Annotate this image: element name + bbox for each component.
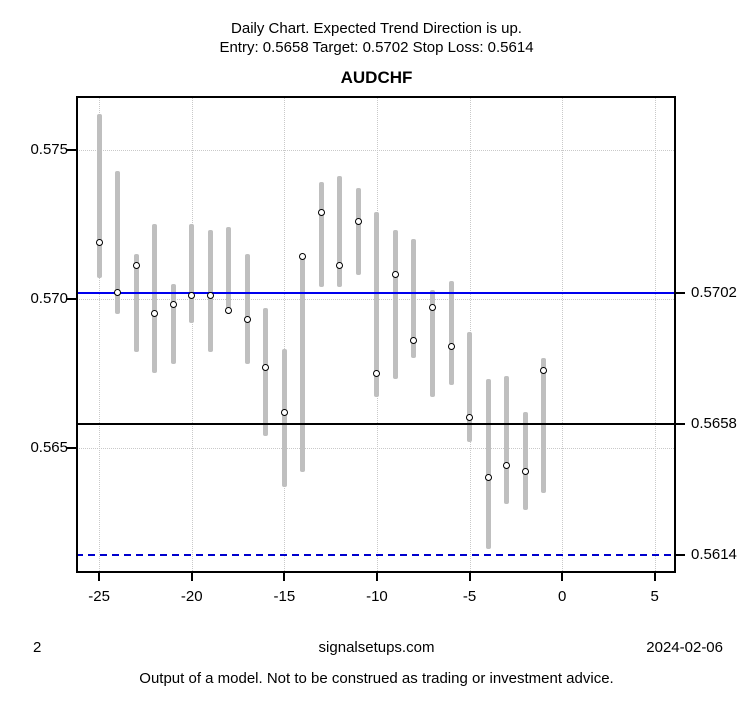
- y-axis-tick: [67, 148, 76, 151]
- stop-loss-tick: [676, 554, 685, 557]
- target-tick: [676, 291, 685, 294]
- price-range-bar: [170, 283, 176, 365]
- target-line: [76, 291, 676, 294]
- price-range-bar: [133, 254, 139, 353]
- close-marker: [95, 238, 103, 246]
- close-marker: [151, 310, 159, 318]
- price-range-bar: [115, 170, 121, 314]
- x-gridline: [99, 96, 101, 573]
- x-axis-tick: [653, 573, 656, 581]
- chart-title: AUDCHF: [340, 68, 413, 87]
- price-range-bar: [374, 212, 380, 398]
- price-range-bar: [207, 230, 213, 353]
- price-range-bar: [467, 331, 473, 442]
- close-marker: [484, 474, 492, 482]
- y-gridline: [76, 149, 676, 151]
- x-axis-tick: [98, 573, 101, 581]
- x-gridline: [284, 96, 286, 573]
- y-axis-tick-label: 0.575: [30, 140, 68, 158]
- price-range-bar: [429, 289, 435, 398]
- close-marker: [280, 408, 288, 416]
- x-axis-tick-label: -25: [88, 588, 110, 605]
- stop-loss-label: 0.5614: [691, 546, 737, 564]
- close-marker: [373, 369, 381, 377]
- x-gridline: [562, 96, 564, 573]
- price-range-bar: [300, 256, 306, 472]
- close-marker: [410, 336, 418, 344]
- price-range-bar: [152, 224, 158, 374]
- price-range-bar: [485, 379, 491, 550]
- entry-target-stoploss-text: Entry: 0.5658 Target: 0.5702 Stop Loss: …: [219, 39, 534, 56]
- close-marker: [243, 316, 251, 324]
- price-range-bar: [337, 176, 343, 287]
- close-marker: [188, 292, 196, 300]
- disclaimer-text: Output of a model. Not to be construed a…: [139, 670, 614, 687]
- y-gridline: [76, 447, 676, 449]
- y-axis-tick: [67, 297, 76, 300]
- plot-area: [76, 96, 676, 573]
- price-range-bar: [522, 412, 528, 511]
- close-marker: [206, 292, 214, 300]
- price-range-bar: [226, 227, 232, 314]
- x-axis-tick: [283, 573, 286, 581]
- close-marker: [262, 363, 270, 371]
- x-axis-tick: [190, 573, 193, 581]
- price-range-bar: [263, 307, 269, 436]
- x-axis-tick-label: -15: [273, 588, 296, 605]
- close-marker: [114, 289, 122, 297]
- stop-loss-line: [76, 554, 676, 557]
- target-label: 0.5702: [691, 283, 737, 301]
- page-number: 2: [33, 639, 42, 656]
- price-range-bar: [318, 182, 324, 287]
- close-marker: [336, 262, 344, 270]
- close-marker: [447, 342, 455, 350]
- entry-label: 0.5658: [691, 414, 737, 432]
- x-axis-tick: [375, 573, 378, 581]
- y-axis-tick-label: 0.565: [30, 438, 68, 456]
- price-range-bar: [541, 358, 547, 493]
- x-gridline: [654, 96, 656, 573]
- close-marker: [540, 366, 548, 374]
- close-marker: [428, 304, 436, 312]
- close-marker: [354, 217, 362, 225]
- price-range-bar: [281, 349, 287, 487]
- price-range-bar: [355, 188, 361, 275]
- price-range-bar: [448, 280, 454, 386]
- close-marker: [466, 414, 474, 422]
- website-text: signalsetups.com: [318, 639, 435, 656]
- close-marker: [521, 468, 529, 476]
- price-range-bar: [189, 224, 195, 323]
- x-axis-tick: [561, 573, 564, 581]
- price-range-bar: [411, 239, 417, 359]
- entry-line: [76, 422, 676, 425]
- date-text: 2024-02-06: [646, 639, 723, 656]
- price-range-bar: [244, 254, 250, 365]
- trend-direction-text: Daily Chart. Expected Trend Direction is…: [231, 20, 522, 37]
- x-axis-tick-label: 0: [557, 588, 567, 605]
- close-marker: [169, 301, 177, 309]
- x-axis-tick-label: -20: [180, 588, 203, 605]
- entry-tick: [676, 422, 685, 425]
- close-marker: [299, 253, 307, 261]
- close-marker: [132, 262, 140, 270]
- x-axis-tick-label: -5: [462, 588, 477, 605]
- close-marker: [503, 462, 511, 470]
- y-axis-tick-label: 0.570: [30, 289, 68, 307]
- price-range-bar: [96, 113, 102, 278]
- x-gridline: [191, 96, 193, 573]
- x-axis-tick-label: -10: [366, 588, 388, 605]
- close-marker: [391, 271, 399, 279]
- close-marker: [225, 307, 233, 315]
- y-axis-tick: [67, 446, 76, 449]
- x-axis-tick-label: 5: [650, 588, 659, 605]
- price-range-bar: [504, 376, 510, 505]
- x-axis-tick: [468, 573, 471, 581]
- close-marker: [317, 208, 325, 216]
- price-range-bar: [392, 230, 398, 380]
